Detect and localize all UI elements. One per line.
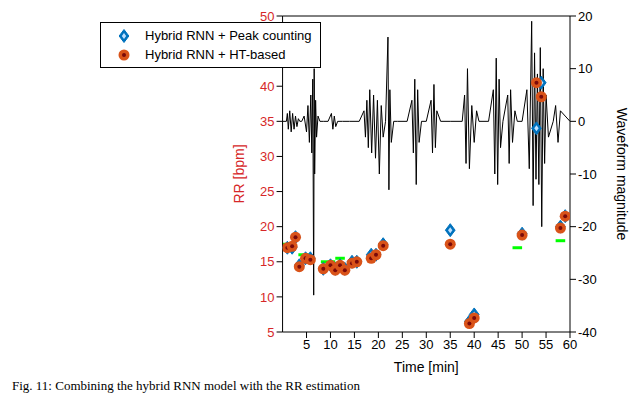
svg-text:5: 5	[267, 325, 274, 340]
svg-text:35: 35	[260, 114, 274, 129]
svg-text:50: 50	[260, 9, 274, 24]
svg-text:35: 35	[443, 337, 457, 352]
svg-text:Time [min]: Time [min]	[394, 359, 459, 375]
svg-text:20: 20	[371, 337, 385, 352]
svg-text:5: 5	[303, 337, 310, 352]
svg-text:20: 20	[578, 9, 592, 24]
svg-text:55: 55	[539, 337, 553, 352]
svg-text:60: 60	[563, 337, 577, 352]
svg-text:45: 45	[491, 337, 505, 352]
svg-text:Waveform magnitude: Waveform magnitude	[614, 108, 630, 241]
svg-text:40: 40	[260, 79, 274, 94]
svg-text:-30: -30	[578, 272, 597, 287]
svg-text:20: 20	[260, 219, 274, 234]
svg-text:45: 45	[260, 44, 274, 59]
svg-text:25: 25	[395, 337, 409, 352]
svg-text:10: 10	[323, 337, 337, 352]
svg-text:50: 50	[515, 337, 529, 352]
svg-text:10: 10	[578, 61, 592, 76]
svg-text:10: 10	[260, 290, 274, 305]
svg-text:0: 0	[578, 114, 585, 129]
svg-text:15: 15	[347, 337, 361, 352]
svg-text:-40: -40	[578, 325, 597, 340]
svg-text:-20: -20	[578, 219, 597, 234]
svg-text:RR [bpm]: RR [bpm]	[231, 144, 247, 203]
svg-text:15: 15	[260, 254, 274, 269]
svg-text:40: 40	[467, 337, 481, 352]
svg-text:30: 30	[260, 149, 274, 164]
svg-text:-10: -10	[578, 167, 597, 182]
svg-text:30: 30	[419, 337, 433, 352]
svg-text:25: 25	[260, 184, 274, 199]
